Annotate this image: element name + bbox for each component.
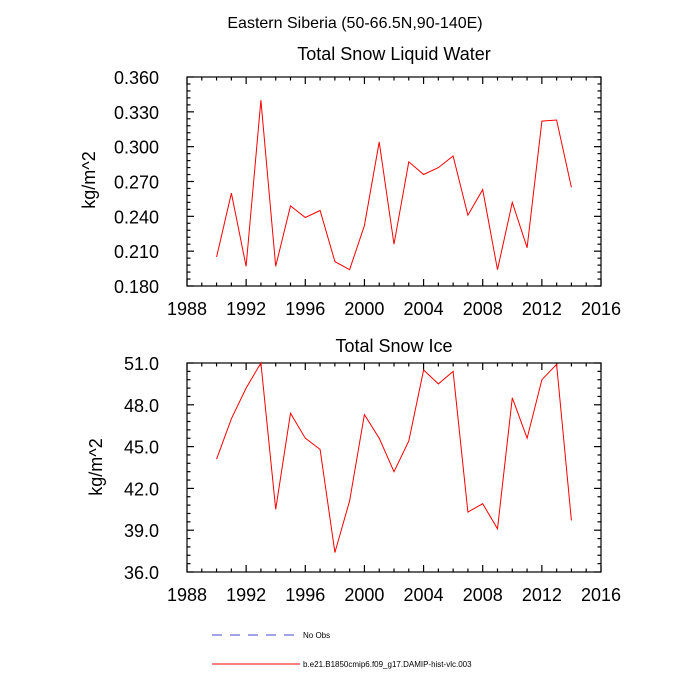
y-axis-label: kg/m^2 <box>86 438 106 495</box>
x-tick-label: 2000 <box>344 585 384 605</box>
y-tick-label: 0.210 <box>114 242 159 262</box>
plot-frame <box>186 76 602 287</box>
x-tick-label: 2004 <box>404 585 444 605</box>
y-tick-label: 0.180 <box>114 277 159 297</box>
x-tick-label: 2008 <box>463 585 503 605</box>
x-tick-label: 1988 <box>167 299 207 319</box>
x-tick-label: 2012 <box>522 585 562 605</box>
x-tick-label: 1992 <box>226 585 266 605</box>
y-tick-label: 0.360 <box>114 68 159 88</box>
legend-label-model: b.e21.B1850cmip6.f09_g17.DAMIP-hist-vlc.… <box>303 660 472 669</box>
x-tick-label: 2012 <box>522 299 562 319</box>
x-tick-label: 1996 <box>285 585 325 605</box>
panel-snow-ice: Total Snow Ice kg/m^2 1988 1992 1996 2000 20… <box>86 336 621 605</box>
y-tick-label: 42.0 <box>124 479 159 499</box>
x-tick-label: 1992 <box>226 299 266 319</box>
x-tick-label: 2000 <box>344 299 384 319</box>
x-tick-label: 2004 <box>404 299 444 319</box>
y-tick-label: 0.300 <box>114 138 159 158</box>
x-tick-label: 1996 <box>285 299 325 319</box>
plot-frame <box>186 362 602 573</box>
y-tick-label: 36.0 <box>124 563 159 583</box>
y-tick-label: 0.240 <box>114 207 159 227</box>
panel-snow-liquid-water: Total Snow Liquid Water kg/m^2 1988 1992 1… <box>79 44 621 319</box>
y-tick-label: 51.0 <box>124 354 159 374</box>
x-tick-label: 2016 <box>581 585 621 605</box>
y-tick-label: 39.0 <box>124 521 159 541</box>
y-tick-label: 0.330 <box>114 103 159 123</box>
y-tick-label: 0.270 <box>114 173 159 193</box>
x-tick-label: 2016 <box>581 299 621 319</box>
panel-title: Total Snow Ice <box>335 336 452 356</box>
series-line <box>216 100 572 271</box>
x-tick-label: 1988 <box>167 585 207 605</box>
series-line <box>216 361 572 553</box>
legend-label-no-obs: No Obs <box>303 631 330 640</box>
panel-title: Total Snow Liquid Water <box>297 44 490 64</box>
x-tick-label: 2008 <box>463 299 503 319</box>
y-axis-label: kg/m^2 <box>79 151 99 208</box>
figure-title: Eastern Siberia (50-66.5N,90-140E) <box>227 15 482 32</box>
y-tick-label: 48.0 <box>124 396 159 416</box>
y-tick-label: 45.0 <box>124 438 159 458</box>
legend: No Obs b.e21.B1850cmip6.f09_g17.DAMIP-hi… <box>212 631 472 669</box>
